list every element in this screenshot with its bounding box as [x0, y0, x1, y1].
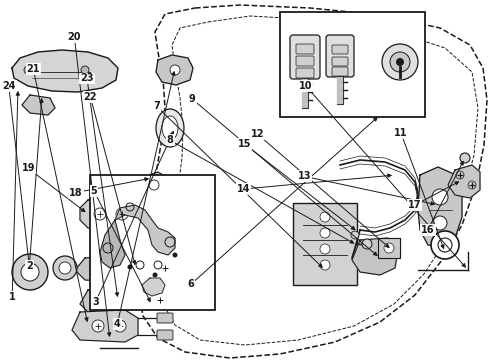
- Polygon shape: [302, 78, 307, 108]
- Circle shape: [319, 228, 329, 238]
- Ellipse shape: [162, 116, 178, 140]
- Circle shape: [467, 181, 475, 189]
- Circle shape: [319, 212, 329, 222]
- Text: 11: 11: [393, 128, 407, 138]
- Text: 9: 9: [188, 94, 195, 104]
- Polygon shape: [72, 310, 138, 342]
- Circle shape: [432, 216, 446, 230]
- FancyBboxPatch shape: [157, 330, 173, 340]
- Text: 23: 23: [80, 73, 94, 84]
- FancyBboxPatch shape: [90, 175, 215, 310]
- FancyBboxPatch shape: [161, 200, 177, 210]
- FancyBboxPatch shape: [289, 35, 319, 79]
- Polygon shape: [75, 255, 136, 282]
- Circle shape: [395, 58, 403, 66]
- FancyBboxPatch shape: [331, 67, 347, 76]
- Polygon shape: [351, 238, 397, 275]
- Circle shape: [24, 66, 32, 74]
- Text: 20: 20: [67, 32, 81, 42]
- Circle shape: [92, 320, 104, 332]
- Text: 15: 15: [237, 139, 251, 149]
- FancyBboxPatch shape: [280, 12, 424, 117]
- FancyBboxPatch shape: [331, 57, 347, 66]
- Text: 22: 22: [83, 92, 97, 102]
- Text: 7: 7: [153, 101, 160, 111]
- Circle shape: [455, 171, 463, 179]
- Text: 8: 8: [166, 135, 173, 145]
- Polygon shape: [12, 50, 118, 92]
- Text: 4: 4: [114, 319, 121, 329]
- Polygon shape: [336, 76, 342, 104]
- Circle shape: [437, 238, 451, 252]
- Polygon shape: [377, 238, 399, 258]
- Polygon shape: [115, 205, 175, 255]
- Text: 3: 3: [92, 297, 99, 307]
- Polygon shape: [417, 167, 461, 247]
- FancyBboxPatch shape: [325, 35, 353, 77]
- FancyBboxPatch shape: [331, 45, 347, 54]
- Text: 12: 12: [250, 129, 264, 139]
- Polygon shape: [142, 278, 164, 296]
- Text: 10: 10: [298, 81, 312, 91]
- Text: 5: 5: [90, 186, 97, 196]
- Text: 2: 2: [26, 261, 33, 271]
- Circle shape: [81, 66, 89, 74]
- FancyBboxPatch shape: [161, 217, 177, 227]
- Polygon shape: [447, 165, 479, 198]
- Circle shape: [361, 239, 371, 249]
- Circle shape: [59, 262, 71, 274]
- Circle shape: [172, 252, 177, 257]
- Circle shape: [170, 65, 180, 75]
- Text: 24: 24: [2, 81, 16, 91]
- Text: 14: 14: [236, 184, 250, 194]
- Polygon shape: [22, 95, 55, 115]
- Circle shape: [459, 153, 469, 163]
- Ellipse shape: [156, 109, 183, 147]
- Text: 18: 18: [69, 188, 82, 198]
- Text: 21: 21: [26, 64, 40, 74]
- Circle shape: [149, 180, 159, 190]
- Circle shape: [430, 231, 458, 259]
- Polygon shape: [80, 198, 138, 230]
- Polygon shape: [156, 55, 193, 85]
- Text: 6: 6: [187, 279, 194, 289]
- Polygon shape: [80, 288, 118, 314]
- FancyBboxPatch shape: [295, 68, 313, 78]
- Circle shape: [431, 189, 447, 205]
- Circle shape: [127, 265, 132, 270]
- Circle shape: [114, 320, 126, 332]
- Text: 16: 16: [420, 225, 434, 235]
- Text: 17: 17: [407, 200, 421, 210]
- Circle shape: [53, 256, 77, 280]
- FancyBboxPatch shape: [157, 313, 173, 323]
- Circle shape: [381, 44, 417, 80]
- Text: 13: 13: [297, 171, 311, 181]
- FancyBboxPatch shape: [292, 203, 356, 285]
- Circle shape: [21, 263, 39, 281]
- Circle shape: [152, 273, 157, 278]
- Circle shape: [12, 254, 48, 290]
- Circle shape: [116, 208, 128, 220]
- Polygon shape: [133, 172, 168, 198]
- Text: 19: 19: [21, 163, 35, 174]
- Circle shape: [319, 244, 329, 254]
- Circle shape: [350, 231, 358, 239]
- Circle shape: [94, 208, 106, 220]
- FancyBboxPatch shape: [295, 44, 313, 54]
- Circle shape: [383, 243, 393, 253]
- FancyBboxPatch shape: [295, 56, 313, 66]
- Text: 1: 1: [9, 292, 16, 302]
- FancyBboxPatch shape: [157, 261, 173, 275]
- Circle shape: [389, 52, 409, 72]
- Circle shape: [319, 260, 329, 270]
- FancyBboxPatch shape: [152, 293, 168, 307]
- Polygon shape: [100, 220, 125, 268]
